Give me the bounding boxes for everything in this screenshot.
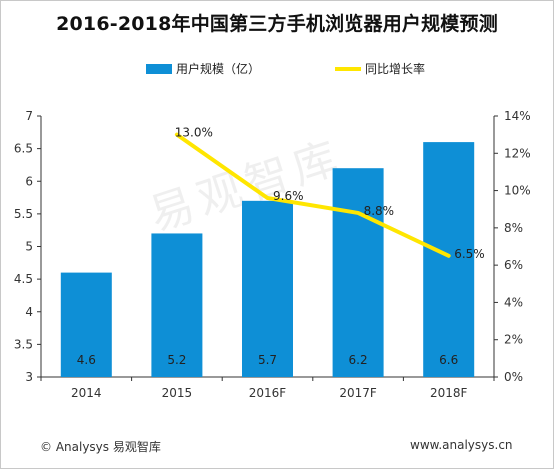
legend-swatch-bar xyxy=(146,63,172,74)
left-tick-label: 3.5 xyxy=(14,337,33,351)
right-tick-label: 12% xyxy=(504,146,531,160)
growth-label: 6.5% xyxy=(454,247,485,261)
legend-item-growth-rate: 同比增长率 xyxy=(335,60,425,77)
growth-point xyxy=(175,133,179,137)
bar xyxy=(242,200,293,377)
bar-label: 4.6 xyxy=(77,353,96,367)
left-tick-label: 5.5 xyxy=(14,207,33,221)
growth-label: 13.0% xyxy=(175,126,213,140)
right-tick-label: 6% xyxy=(504,258,523,272)
left-tick-label: 6.5 xyxy=(14,142,33,156)
x-tick-label: 2014 xyxy=(71,386,102,400)
chart-title: 2016-2018年中国第三方手机浏览器用户规模预测 xyxy=(56,13,498,35)
growth-point xyxy=(447,254,451,258)
x-tick-label: 2017F xyxy=(339,386,377,400)
legend-label-user-scale: 用户规模（亿） xyxy=(176,62,261,76)
source-url: www.analysys.cn xyxy=(410,438,513,452)
chart-legend: 用户规模（亿） 同比增长率 xyxy=(0,60,554,80)
x-tick-label: 2018F xyxy=(430,386,468,400)
right-tick-label: 0% xyxy=(504,370,523,384)
bar xyxy=(332,168,384,377)
left-tick-label: 7 xyxy=(25,109,33,123)
right-tick-label: 2% xyxy=(504,333,523,347)
growth-point xyxy=(266,196,269,200)
right-tick-label: 10% xyxy=(504,184,531,198)
left-tick-label: 6 xyxy=(25,174,33,188)
bar-label: 5.7 xyxy=(258,353,277,367)
legend-swatch-line xyxy=(335,66,361,71)
bar-label: 5.2 xyxy=(167,353,186,367)
legend-item-user-scale: 用户规模（亿） xyxy=(146,60,260,77)
growth-line xyxy=(174,132,451,258)
bar-label: 6.6 xyxy=(439,353,458,367)
left-tick-label: 5 xyxy=(25,240,33,254)
left-tick-label: 4 xyxy=(25,305,33,319)
x-tick-label: 2016F xyxy=(249,386,287,400)
right-tick-label: 4% xyxy=(504,295,523,309)
x-tick-label: 2015 xyxy=(162,386,193,400)
right-tick-label: 8% xyxy=(504,221,523,235)
bar-label: 6.2 xyxy=(349,353,368,367)
left-tick-label: 3 xyxy=(25,370,33,384)
bar xyxy=(60,272,112,377)
source-credit: © Analysys 易观智库 xyxy=(40,440,161,454)
growth-label: 8.8% xyxy=(364,204,395,218)
legend-label-growth-rate: 同比增长率 xyxy=(365,62,426,76)
bar xyxy=(151,233,203,377)
bar xyxy=(423,142,475,377)
growth-label: 9.6% xyxy=(273,189,304,203)
growth-point xyxy=(356,211,360,215)
left-tick-label: 4.5 xyxy=(14,272,33,286)
right-tick-label: 14% xyxy=(504,109,531,123)
